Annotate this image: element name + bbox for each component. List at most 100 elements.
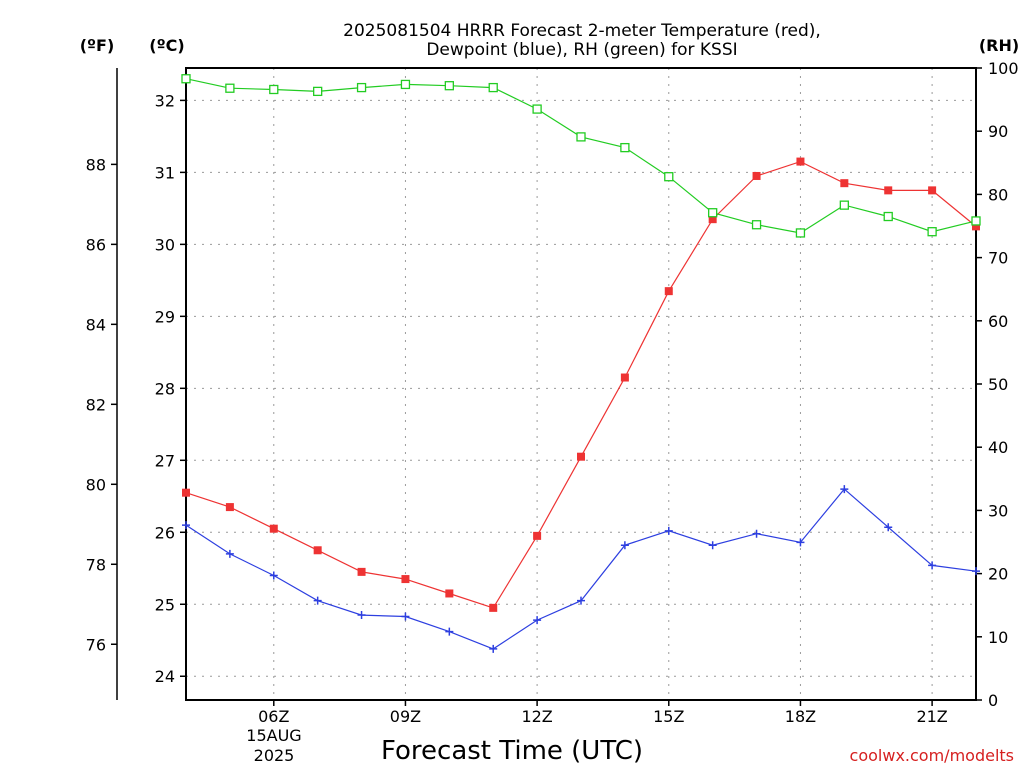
rh-tick-label: 30 [988,501,1008,520]
dewpoint-point [840,485,849,494]
rh-point [971,216,981,226]
x-tick-label: 06Z [258,707,289,726]
dewpoint-point [533,616,542,625]
dewpoint-point [928,561,937,570]
rh-point [269,84,279,95]
rh-point [181,74,191,84]
temperature-point [840,179,849,188]
fahrenheit-tick-label: 84 [86,315,106,334]
fahrenheit-tick-label: 88 [86,155,106,174]
celsius-unit-label: (ºC) [149,36,184,55]
temperature-point [445,589,454,598]
temperature-point [752,171,761,180]
fahrenheit-tick-label: 82 [86,395,106,414]
temperature-point [357,567,366,576]
rh-point [532,104,542,114]
rh-point [839,200,849,210]
celsius-tick-label: 28 [155,379,175,398]
rh-tick-label: 70 [988,249,1008,268]
rh-tick-label: 10 [988,628,1008,647]
temperature-point [928,186,937,195]
rh-unit-label: (RH) [979,36,1019,55]
rh-tick-label: 60 [988,312,1008,331]
rh-point [400,79,411,90]
dewpoint-line [185,488,977,650]
fahrenheit-tick-label: 86 [86,235,106,254]
dewpoint-point [577,596,585,605]
fahrenheit-tick-label: 76 [86,635,106,654]
dewpoint-point [269,571,278,580]
rh-tick-label: 20 [988,565,1008,584]
x-tick-label: 21Z [916,707,947,726]
rh-point [356,82,367,93]
rh-tick-label: 40 [988,438,1008,457]
rh-point [488,82,498,93]
rh-point [708,208,718,218]
temperature-point [225,503,234,512]
temperature-point [708,215,717,224]
rh-tick-label: 50 [988,375,1008,394]
rh-point [444,81,454,91]
rh-series [181,74,981,238]
temperature-point [884,186,893,195]
x-tick-label: 18Z [785,707,816,726]
rh-tick-label: 90 [988,122,1008,141]
temperature-point [401,575,410,584]
rh-tick-label: 80 [988,185,1008,204]
date-label-year: 2025 [254,746,295,765]
rh-point [927,227,937,237]
temperature-point [533,531,542,540]
celsius-tick-label: 24 [155,667,175,686]
temperature-line [185,160,977,609]
dewpoint-point [752,529,761,538]
x-axis-title: Forecast Time (UTC) [381,736,643,766]
dewpoint-point [357,611,366,620]
temperature-point [269,524,278,533]
dewpoint-point [664,526,673,535]
series-layer [181,74,981,653]
celsius-tick-label: 27 [155,451,175,470]
dewpoint-point [313,596,322,605]
fahrenheit-tick-label: 80 [86,475,106,494]
rh-point [751,220,762,230]
celsius-tick-label: 32 [155,91,175,110]
temperature-point [577,452,585,461]
temperature-point [972,222,980,231]
dewpoint-point [489,644,498,653]
dewpoint-point [445,627,454,636]
date-label-day: 15AUG [246,726,301,745]
x-tick-label: 15Z [653,707,684,726]
rh-point [620,142,630,153]
fahrenheit-tick-label: 78 [86,555,106,574]
plot-frame [185,67,977,701]
rh-axis: 0 10 20 30 40 50 60 70 80 90 100 [976,59,1019,710]
temperature-point [182,488,190,497]
celsius-tick-label: 31 [155,163,175,182]
dewpoint-point [796,538,805,547]
dewpoint-point [401,612,410,621]
dewpoint-point [620,541,629,550]
chart-title-line-1: 2025081504 HRRR Forecast 2-meter Tempera… [343,21,821,41]
temperature-series [182,157,980,612]
grid-lines [186,68,976,700]
rh-tick-label: 0 [988,691,998,710]
temperature-point [489,603,498,612]
rh-point [664,172,674,182]
rh-point [576,132,586,142]
rh-line [185,78,977,234]
dewpoint-point [972,567,980,576]
rh-point [883,211,893,222]
temperature-point [796,157,805,166]
dewpoint-point [182,521,190,530]
dewpoint-point [708,541,717,550]
celsius-tick-label: 26 [155,523,175,542]
rh-tick-label: 100 [988,59,1019,78]
x-axis: 06Z 09Z 12Z 15Z 18Z 21Z [258,700,948,726]
celsius-tick-label: 25 [155,595,175,614]
dewpoint-point [225,549,234,558]
rh-point [225,83,235,93]
temperature-point [313,546,322,555]
x-tick-label: 09Z [390,707,421,726]
dewpoint-series [182,485,980,653]
